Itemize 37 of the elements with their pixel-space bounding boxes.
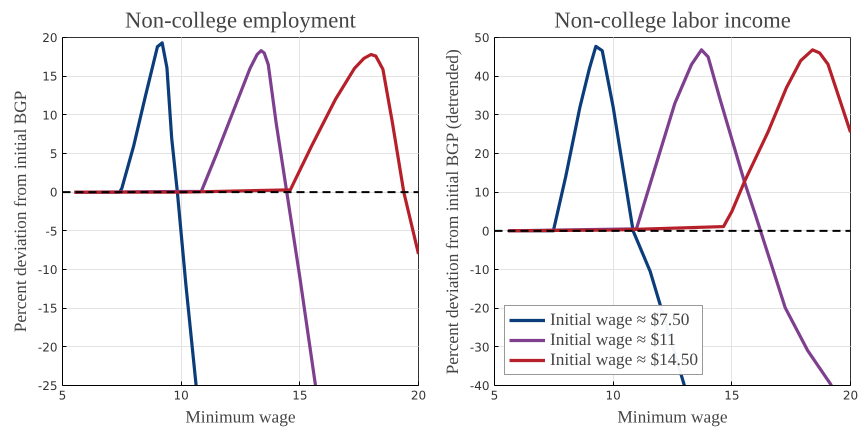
x-tick-label: 15 xyxy=(724,388,740,402)
y-tick-label: 10 xyxy=(474,186,490,200)
y-tick-label: 20 xyxy=(42,31,58,45)
y-tick-label: -10 xyxy=(38,263,58,277)
x-tick-label: 5 xyxy=(490,388,498,402)
y-tick-label: -20 xyxy=(470,302,490,316)
y-tick-label: 50 xyxy=(474,31,490,45)
y-tick-label: 20 xyxy=(474,147,490,161)
y-tick-label: 0 xyxy=(482,224,490,238)
y-tick-label: -30 xyxy=(470,340,490,354)
legend-label: Initial wage ≈ $14.50 xyxy=(550,350,698,370)
chart-title: Non-college labor income xyxy=(554,8,791,32)
x-tick-label: 10 xyxy=(174,388,189,402)
y-tick-label: -40 xyxy=(470,379,490,393)
y-axis-title: Percent deviation from initial BGP xyxy=(10,90,30,332)
y-tick-label: -25 xyxy=(38,379,58,393)
legend-label: Initial wage ≈ $7.50 xyxy=(550,310,690,330)
legend-label: Initial wage ≈ $11 xyxy=(550,330,676,350)
x-tick-label: 15 xyxy=(292,388,308,402)
y-tick-label: 0 xyxy=(50,186,58,200)
chart-title: Non-college employment xyxy=(125,8,357,32)
x-tick-label: 20 xyxy=(410,388,426,402)
y-tick-label: 5 xyxy=(50,147,58,161)
x-axis-title: Minimum wage xyxy=(185,408,296,426)
x-tick-label: 10 xyxy=(606,388,621,402)
y-tick-label: 40 xyxy=(474,70,490,84)
y-tick-label: 10 xyxy=(42,108,58,122)
x-tick-label: 20 xyxy=(842,388,858,402)
y-tick-label: 30 xyxy=(474,108,490,122)
x-tick-label: 5 xyxy=(58,388,66,402)
y-axis-title: Percent deviation from initial BGP (detrended) xyxy=(442,49,462,374)
y-tick-label: 15 xyxy=(42,70,58,84)
y-tick-label: -20 xyxy=(38,340,58,354)
y-tick-label: -10 xyxy=(470,263,490,277)
x-axis-title: Minimum wage xyxy=(617,408,728,426)
y-tick-label: -5 xyxy=(46,224,58,238)
y-tick-label: -15 xyxy=(38,302,58,316)
